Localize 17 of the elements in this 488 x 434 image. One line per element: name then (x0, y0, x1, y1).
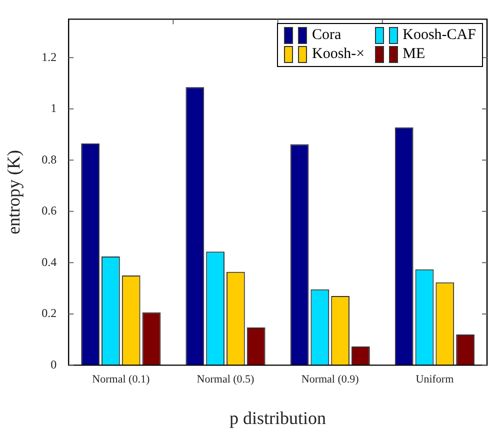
y-tick-label: 0.4 (42, 254, 57, 269)
x-tick-label: Normal (0.9) (301, 374, 360, 386)
legend-label: ME (402, 46, 426, 64)
x-axis-title: p distribution (230, 408, 326, 428)
x-tick-label: Normal (0.1) (92, 374, 150, 386)
y-tick-label: 1 (50, 101, 57, 116)
x-tick-label: Uniform (416, 374, 454, 386)
legend-label: Cora (311, 27, 342, 44)
legend-label: Koosh-CAF (402, 27, 476, 44)
legend-label: Koosh-× (311, 46, 365, 64)
y-axis-title: entropy (K) (4, 150, 24, 234)
x-tick-label: Normal (0.5) (196, 374, 255, 386)
y-tick-label: 0 (50, 357, 57, 372)
y-tick-label: 1.2 (42, 50, 57, 64)
y-tick-label: 0.8 (42, 152, 57, 166)
y-tick-label: 0.2 (42, 306, 57, 320)
y-tick-label: 0.6 (42, 204, 57, 218)
